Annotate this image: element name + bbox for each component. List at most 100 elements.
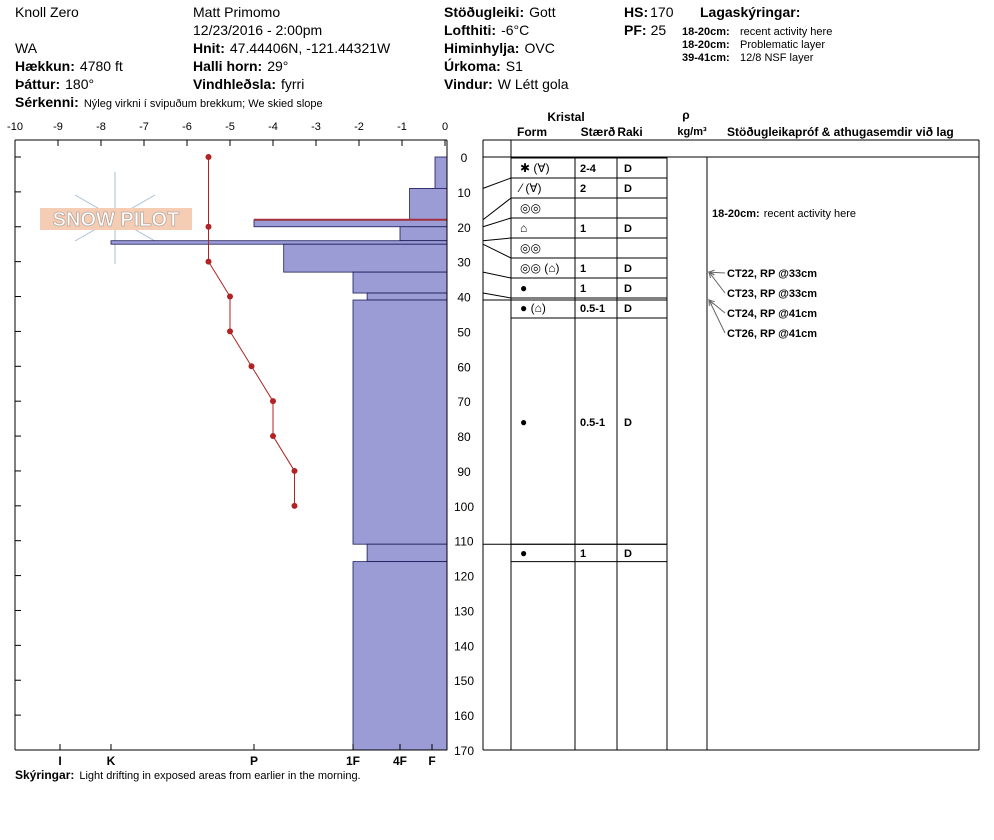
aspect: Þáttur: 180° (15, 76, 94, 92)
logo-text: SNOW PILOT (53, 209, 180, 231)
moisture: D (624, 283, 632, 295)
column-header: kg/m³ (677, 126, 707, 138)
value: Light drifting in exposed areas from ear… (79, 770, 360, 782)
hardness-bar (399, 226, 448, 242)
x-tick-label: -10 (7, 121, 23, 133)
value: 180° (65, 76, 94, 92)
label: PF: (624, 22, 647, 38)
temperature-point (291, 467, 298, 474)
crystal-form: ● (520, 281, 527, 295)
crystal-form: ⁄ (∀) (517, 181, 542, 195)
label: Hnit: (193, 40, 225, 56)
test-arrow (708, 271, 726, 294)
label: Himinhylja: (444, 40, 519, 56)
y-tick-label: 30 (457, 256, 471, 270)
hardness-tick-label: 4F (393, 754, 407, 768)
value: Nýleg virkni í svipuðum brekkum; We skie… (84, 98, 323, 110)
y-tick-label: 10 (457, 186, 471, 200)
y-tick-label: 50 (457, 325, 471, 339)
hardness-bar (366, 543, 448, 563)
x-tick-label: -5 (225, 121, 235, 133)
hardness-tick-label: I (58, 754, 61, 768)
y-tick-label: 40 (457, 291, 471, 305)
hardness-tick-label: P (250, 754, 258, 768)
layer-note-depth: 18-20cm: (682, 39, 730, 51)
hardness-bar (352, 271, 448, 294)
temperature-point (227, 293, 233, 300)
column-header: Stærð (581, 125, 616, 139)
y-tick-label: 70 (457, 395, 471, 409)
crystal-form: ◎◎ (⌂) (520, 261, 560, 275)
y-tick-label: 110 (454, 535, 473, 549)
label: Vindhleðsla: (193, 76, 276, 92)
y-tick-label: 90 (457, 465, 471, 479)
features: Sérkenni: Nýleg virkni í svipuðum brekkum… (15, 94, 323, 110)
test-label: CT23, RP @33cm (727, 288, 817, 300)
value: -6°C (501, 22, 529, 38)
sky: Himinhylja: OVC (444, 40, 555, 56)
temperature-point (227, 328, 233, 335)
crystal-form: ● (520, 415, 527, 429)
logo-band (40, 208, 192, 230)
layer-note-text: Problematic layer (740, 39, 825, 51)
hardness-bar (352, 561, 448, 751)
layer-connector (482, 271, 512, 279)
moisture: D (624, 183, 632, 195)
y-tick-label: 160 (454, 709, 474, 723)
x-tick-label: -6 (182, 121, 192, 133)
layer-connector (482, 243, 512, 259)
layer-connector (482, 292, 512, 299)
value: Gott (529, 4, 556, 20)
hardness-tick-label: F (428, 754, 435, 768)
hardness-bar (409, 187, 448, 221)
value: S1 (506, 58, 523, 74)
label: HS: (624, 4, 648, 20)
crystal-form: ◎◎ (520, 241, 541, 255)
label: Sérkenni: (15, 94, 79, 110)
state: WA (15, 40, 38, 56)
crystal-size: 2-4 (580, 163, 597, 175)
y-tick-label: 100 (454, 500, 474, 514)
crystal-form: ⌂ (520, 221, 527, 235)
value: W Létt gola (498, 76, 569, 92)
test-label: CT26, RP @41cm (727, 328, 817, 340)
elevation: Hækkun: 4780 ft (15, 58, 123, 74)
y-tick-label: 150 (454, 674, 474, 688)
observer: Matt Primomo (193, 4, 280, 20)
column-header: Kristal (547, 110, 584, 124)
test-label: CT22, RP @33cm (727, 268, 817, 280)
y-tick-label: 60 (457, 360, 471, 374)
crystal-form: ● (⌂) (520, 301, 546, 315)
x-tick-label: -7 (139, 121, 149, 133)
temperature-line (208, 157, 295, 506)
crystal-size: 1 (580, 548, 586, 560)
column-header: Raki (617, 125, 642, 139)
hardness-bar (366, 292, 448, 301)
logo (40, 172, 192, 264)
hardness-bar (110, 240, 448, 245)
value: fyrri (281, 76, 304, 92)
moisture: D (624, 263, 632, 275)
hardness-tick-label: 1F (346, 754, 360, 768)
datetime: 12/23/2016 - 2:00pm (193, 22, 322, 38)
temperature-point (270, 433, 276, 440)
label: Vindur: (444, 76, 493, 92)
value: recent activity here (764, 208, 856, 220)
label: Lofthiti: (444, 22, 496, 38)
column-header: Stöðugleikapróf & athugasemdir við lag (727, 125, 954, 139)
layer-note-depth: 18-20cm: (682, 26, 730, 38)
hardness-bar (434, 156, 448, 189)
crystal-size: 1 (580, 223, 586, 235)
layer-connector (482, 177, 512, 189)
temperature-point (270, 398, 276, 405)
crystal-size: 0.5-1 (580, 303, 605, 315)
value: OVC (524, 40, 554, 56)
crystal-size: 1 (580, 283, 586, 295)
crystal-form: ● (520, 546, 527, 560)
layer-connector (482, 217, 512, 228)
precip: Úrkoma: S1 (444, 57, 523, 74)
moisture: D (624, 303, 632, 315)
crystal-size: 0.5-1 (580, 417, 605, 429)
